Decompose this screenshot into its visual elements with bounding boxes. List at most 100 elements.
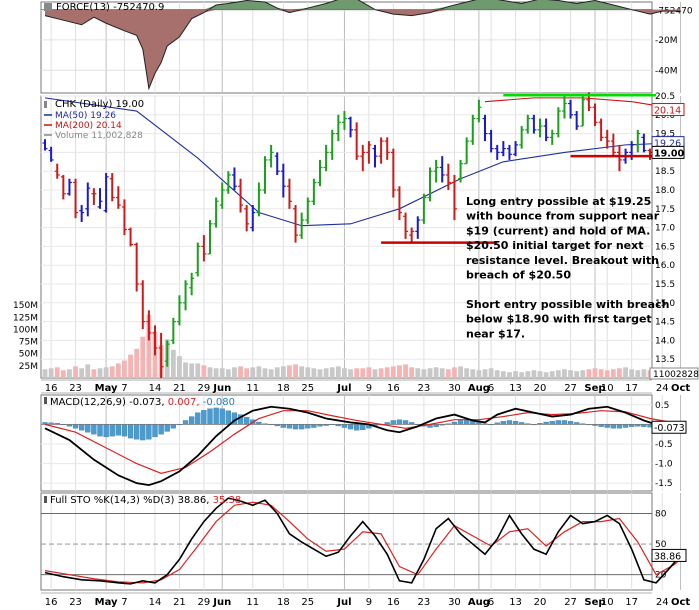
volume-bar xyxy=(635,370,641,378)
x-tick-label: 27 xyxy=(564,597,577,608)
volume-bar xyxy=(354,368,360,378)
ohlc-bar xyxy=(403,212,409,239)
x-tick-label: 10 xyxy=(601,597,614,608)
ohlc-bar xyxy=(366,141,372,164)
x-tick-label: 17 xyxy=(625,597,638,608)
volume-bar xyxy=(549,371,555,378)
volume-tick-label: 25M xyxy=(19,362,38,372)
macd-histogram-bar xyxy=(457,420,464,425)
volume-bar xyxy=(592,368,598,378)
volume-bar xyxy=(134,348,140,378)
volume-bar xyxy=(397,365,402,378)
ohlc-bar xyxy=(280,163,286,198)
price-tick-label: 18.5 xyxy=(655,167,675,177)
volume-bar xyxy=(470,369,476,378)
volume-bar xyxy=(122,360,127,378)
x-tick-label: 23 xyxy=(418,383,431,394)
macd-histogram-bar xyxy=(286,424,293,429)
volume-bar xyxy=(543,372,549,378)
x-tick-label: May xyxy=(95,597,118,608)
ohlc-bar xyxy=(73,178,79,219)
macd-histogram-bar xyxy=(500,421,506,425)
ohlc-bar xyxy=(79,205,85,222)
ohlc-bar xyxy=(231,167,237,190)
ohlc-bar xyxy=(610,133,616,157)
macd-histogram-bar xyxy=(195,412,201,425)
analysis-note-line: with bounce from support near xyxy=(466,210,660,223)
volume-bar xyxy=(574,371,580,378)
price-tag xyxy=(651,103,685,117)
volume-bar xyxy=(73,366,78,378)
x-tick-label: 18 xyxy=(277,597,290,608)
ohlc-bar xyxy=(311,178,317,206)
macd-title: MACD(12,26,9) -0.073, 0.007, -0.080 xyxy=(50,397,235,408)
x-tick-label: 6 xyxy=(488,383,494,394)
macd-histogram-bar xyxy=(85,424,91,433)
sto-tick-label: 20 xyxy=(655,571,667,581)
ohlc-bar xyxy=(335,114,341,142)
volume-bar xyxy=(433,367,439,378)
macd-histogram-bar xyxy=(451,421,458,425)
x-tick-label: 29 xyxy=(198,597,211,608)
ohlc-bar xyxy=(635,129,641,153)
macd-tick-label: -1.0 xyxy=(655,460,673,470)
x-tick-label: 20 xyxy=(534,383,547,394)
ohlc-bar xyxy=(555,107,561,138)
macd-histogram-bar xyxy=(109,424,115,437)
volume-bar xyxy=(232,367,237,378)
macd-histogram-bar xyxy=(207,408,213,425)
macd-histogram-bar xyxy=(622,424,629,428)
macd-histogram-bar xyxy=(604,424,610,428)
ohlc-bar xyxy=(262,156,268,194)
ohlc-bar xyxy=(128,227,134,247)
macd-tag xyxy=(651,420,687,434)
sto-legend-swatch xyxy=(44,496,47,503)
volume-tag-label: 11002828 xyxy=(653,370,699,380)
x-tick-label: 13 xyxy=(509,383,522,394)
volume-bar xyxy=(580,370,586,378)
volume-bar xyxy=(85,364,91,378)
ohlc-bar xyxy=(225,171,231,194)
volume-bar xyxy=(617,368,622,378)
ohlc-bar xyxy=(384,137,390,160)
x-tick-label: 9 xyxy=(366,597,372,608)
price-tag-label: 20.14 xyxy=(654,106,681,117)
ohlc-bar xyxy=(213,197,219,228)
ohlc-bar xyxy=(195,242,201,277)
volume-bar xyxy=(500,371,506,378)
x-tick-label: 25 xyxy=(301,383,314,394)
macd-legend-swatch xyxy=(44,397,47,404)
volume-bar xyxy=(610,369,616,378)
ohlc-bar xyxy=(500,141,506,157)
force-positive-area xyxy=(45,0,681,10)
x-tick-label: 16 xyxy=(45,383,58,394)
price-tick-label: 17.0 xyxy=(655,224,675,234)
volume-bar xyxy=(305,367,311,378)
legend-ohlc-swatch xyxy=(44,101,47,108)
macd-histogram-bar xyxy=(280,424,286,428)
volume-bar xyxy=(67,369,72,378)
panel-macd xyxy=(40,394,653,492)
macd-tick-label: -0.5 xyxy=(655,440,673,450)
macd-histogram-bar xyxy=(225,410,231,425)
ohlc-bar xyxy=(170,317,176,345)
x-tick-label: 25 xyxy=(301,597,314,608)
ohlc-bar xyxy=(641,133,647,153)
volume-bar xyxy=(378,368,384,378)
volume-bar xyxy=(177,356,182,378)
volume-bar xyxy=(146,314,152,378)
macd-histogram-bar xyxy=(140,424,146,441)
macd-histogram-bar xyxy=(72,424,79,429)
volume-bar xyxy=(384,367,390,378)
volume-bar xyxy=(390,366,396,378)
volume-bar xyxy=(42,369,48,378)
price-tick-label: 18.0 xyxy=(655,186,675,196)
volume-bar xyxy=(238,366,243,378)
macd-histogram-bar xyxy=(299,424,305,430)
ohlc-bar xyxy=(329,129,335,160)
volume-bar xyxy=(323,368,329,378)
ohlc-bar xyxy=(519,126,525,149)
x-tick-label: 7 xyxy=(121,383,127,394)
volume-bar xyxy=(244,368,250,378)
price-tick-label: 15.0 xyxy=(655,299,675,309)
